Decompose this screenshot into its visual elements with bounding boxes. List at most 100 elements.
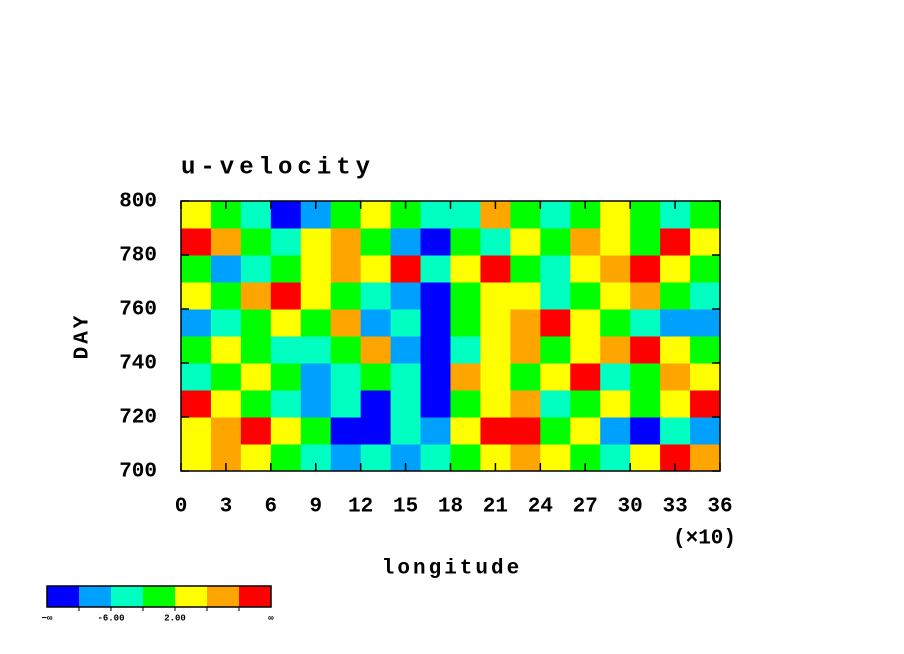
cell <box>690 228 721 256</box>
cell <box>300 336 332 364</box>
cell <box>240 282 272 310</box>
cell <box>660 309 691 337</box>
cell <box>420 282 451 310</box>
cell <box>420 228 451 256</box>
cell <box>660 282 691 310</box>
cell <box>270 282 302 310</box>
cell <box>270 363 302 391</box>
cell <box>450 363 481 391</box>
x-tick-label: 30 <box>618 496 643 519</box>
cell <box>330 282 362 310</box>
cell <box>420 309 451 337</box>
cell <box>420 336 451 364</box>
cell <box>240 309 272 337</box>
cell <box>600 390 631 418</box>
cell <box>210 228 242 256</box>
cell <box>600 255 631 283</box>
cell <box>570 228 601 256</box>
cell <box>181 228 212 256</box>
cell <box>240 390 272 418</box>
cell <box>390 363 422 391</box>
cell <box>330 336 362 364</box>
cell <box>360 282 392 310</box>
cell <box>450 336 481 364</box>
cell <box>600 444 631 472</box>
cell <box>181 417 212 445</box>
y-tick-label: 780 <box>119 245 157 268</box>
cell <box>390 390 422 418</box>
cell <box>300 390 332 418</box>
cell <box>360 363 392 391</box>
cell <box>240 363 272 391</box>
cell <box>570 390 601 418</box>
cell <box>630 444 661 472</box>
cell <box>330 201 362 229</box>
cell <box>270 390 302 418</box>
cell <box>690 255 721 283</box>
colorbar-frame <box>46 585 272 608</box>
cell <box>540 336 571 364</box>
cell <box>330 417 362 445</box>
cell <box>390 336 422 364</box>
cell <box>420 444 451 472</box>
cell <box>270 444 302 472</box>
cell <box>390 255 422 283</box>
cell <box>450 228 481 256</box>
cell <box>600 417 631 445</box>
cell <box>330 255 362 283</box>
x-tick-label: 21 <box>483 496 508 519</box>
cell <box>240 336 272 364</box>
cell <box>450 417 481 445</box>
colorbar-label: −∞ <box>42 613 53 623</box>
cell <box>181 363 212 391</box>
x-tick-label: 12 <box>348 496 373 519</box>
cell <box>510 282 541 310</box>
cell <box>540 390 571 418</box>
cell <box>570 282 601 310</box>
cell <box>510 390 541 418</box>
x-tick-label: 18 <box>438 496 463 519</box>
cell <box>660 417 691 445</box>
cell <box>630 336 661 364</box>
cell <box>630 309 661 337</box>
x-tick-label: 6 <box>265 496 278 519</box>
cell <box>300 417 332 445</box>
cell <box>450 444 481 472</box>
cell <box>480 309 511 337</box>
cell <box>540 255 571 283</box>
cell <box>630 228 661 256</box>
cell <box>510 363 541 391</box>
cell <box>690 417 721 445</box>
cell <box>480 255 511 283</box>
cell <box>570 363 601 391</box>
cell <box>690 336 721 364</box>
colorbar-swatch <box>175 586 207 607</box>
cell <box>240 201 272 229</box>
cell <box>660 336 691 364</box>
cell <box>420 417 451 445</box>
cell <box>270 255 302 283</box>
cell <box>540 444 571 472</box>
cell <box>570 417 601 445</box>
cell <box>210 417 242 445</box>
cell <box>181 336 212 364</box>
cell <box>600 201 631 229</box>
cell <box>330 444 362 472</box>
cell <box>360 444 392 472</box>
cell <box>600 363 631 391</box>
cell <box>630 390 661 418</box>
x-tick-label: 0 <box>175 496 188 519</box>
y-tick-label: 720 <box>119 407 157 430</box>
colorbar-swatch <box>79 586 111 607</box>
cell <box>270 417 302 445</box>
cell <box>510 336 541 364</box>
cell <box>240 255 272 283</box>
cell <box>660 390 691 418</box>
cell <box>210 336 242 364</box>
cell <box>330 309 362 337</box>
cell <box>570 309 601 337</box>
cell <box>660 228 691 256</box>
cell <box>600 309 631 337</box>
x-axis-label: longitude <box>382 558 522 581</box>
